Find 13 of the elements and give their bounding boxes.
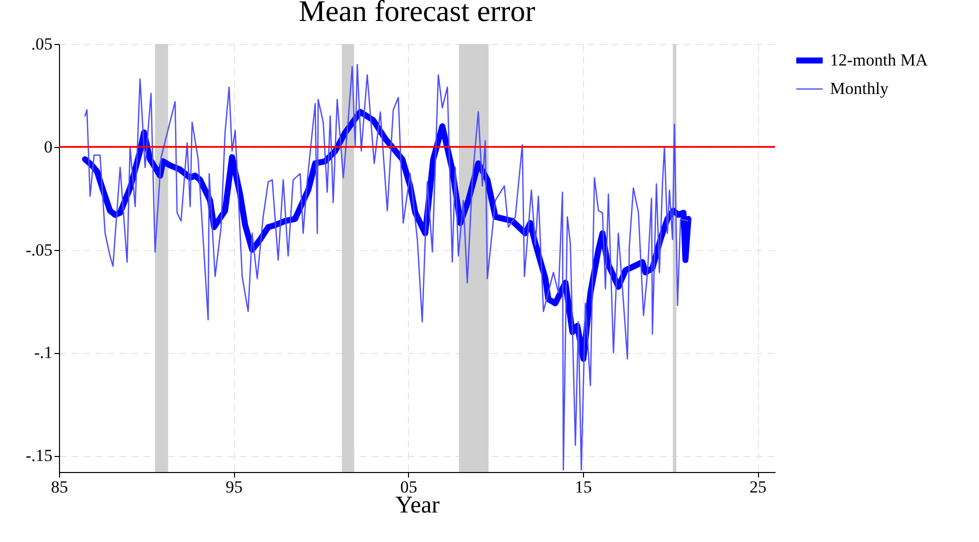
y-tick-label: 0 — [44, 137, 52, 156]
line-series — [84, 64, 688, 471]
x-tick-label: 85 — [51, 478, 68, 496]
x-tick-label: 95 — [226, 478, 243, 496]
x-tick-label: 15 — [574, 478, 592, 496]
x-tick-label: 25 — [750, 478, 767, 496]
legend-label: 12-month MA — [830, 50, 928, 70]
y-tick-label: -.05 — [26, 240, 52, 260]
chart-title: Mean forecast error — [298, 0, 536, 28]
y-tick-label: -.15 — [26, 446, 52, 466]
y-tick-label: .05 — [31, 34, 52, 54]
legend-label: Monthly — [830, 79, 890, 98]
y-tick-label: -.1 — [34, 343, 52, 362]
